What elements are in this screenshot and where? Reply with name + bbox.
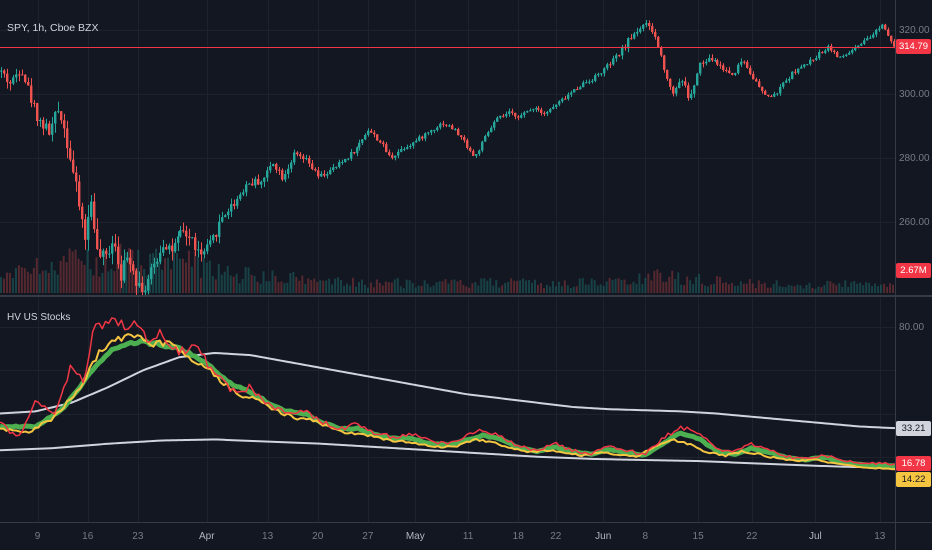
pane-separator[interactable] xyxy=(0,293,895,299)
hv-upper-band-badge: 33.21 xyxy=(896,421,931,436)
symbol-legend[interactable]: SPY, 1h, Cboe BZX xyxy=(7,22,99,34)
last-price-badge: 314.79 xyxy=(896,39,931,54)
hv-indicator-legend[interactable]: HV US Stocks xyxy=(7,312,71,323)
time-axis[interactable] xyxy=(0,522,895,550)
hv-red-badge: 16.78 xyxy=(896,456,931,471)
volume-badge: 2.67M xyxy=(896,263,931,278)
hv-yellow-badge: 14.22 xyxy=(896,472,931,487)
price-axis[interactable] xyxy=(895,0,932,522)
